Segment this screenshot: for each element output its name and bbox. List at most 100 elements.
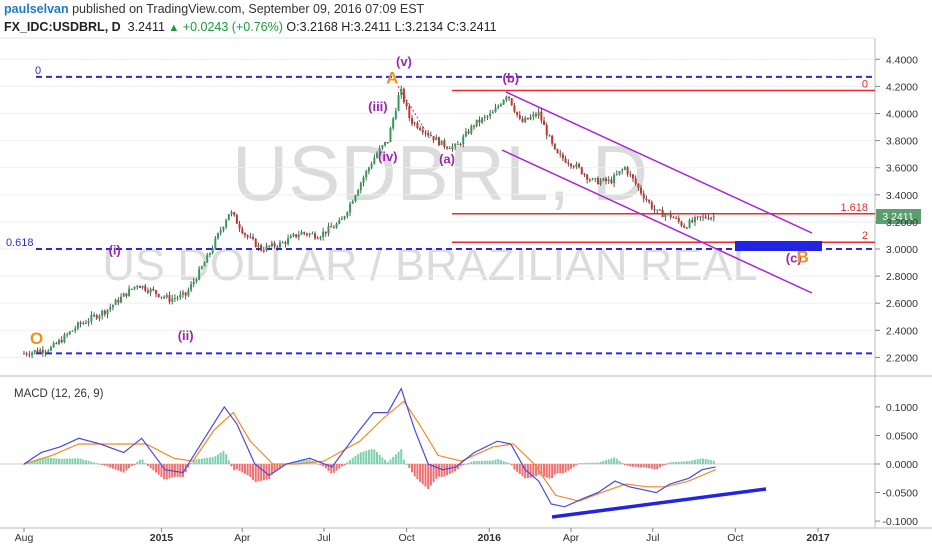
macd-histogram-bar	[130, 464, 133, 467]
candle-body	[432, 136, 435, 141]
candle-body	[693, 217, 696, 223]
macd-title: MACD (12, 26, 9)	[14, 388, 104, 400]
macd-histogram-bar	[534, 464, 537, 477]
macd-histogram-bar	[607, 459, 610, 464]
macd-histogram-bar	[68, 458, 71, 464]
macd-histogram-bar	[454, 464, 457, 472]
candle-body	[602, 178, 605, 181]
wave-labels[interactable]: (i) (ii) (iii) (iv) (v) (a) (b) (c) O A B	[30, 54, 809, 348]
candle-body	[446, 146, 449, 149]
candle-body	[181, 292, 184, 295]
candle-body	[610, 179, 613, 184]
macd-histogram-bar	[249, 464, 252, 477]
time-tick-label: Jul	[646, 532, 659, 544]
candle-body	[448, 148, 451, 150]
macd-histogram-bar	[596, 462, 599, 464]
macd-histogram-bar	[658, 464, 661, 468]
candle-body	[281, 242, 284, 244]
candle-body	[241, 228, 244, 234]
candle-body	[362, 177, 365, 183]
candle-body	[540, 111, 543, 121]
level-label: 0	[862, 78, 868, 90]
candle-body	[176, 297, 179, 299]
candle-body	[591, 178, 594, 180]
open-label: O:	[286, 20, 300, 34]
candle-body	[254, 238, 257, 248]
macd-divergence-line[interactable]	[551, 487, 767, 519]
watermark-description: US DOLLAR / BRAZILIAN REAL	[102, 239, 757, 290]
candle-body	[618, 171, 621, 175]
macd-axis[interactable]: 0.1000 0.0500 0.0000 -0.0500 -0.1000	[875, 402, 918, 528]
price-channel[interactable]	[501, 91, 813, 294]
macd-histogram-bar	[84, 460, 87, 464]
candle-body	[545, 124, 548, 136]
candle-body	[68, 331, 71, 335]
macd-histogram-bar	[610, 458, 613, 464]
macd-lines[interactable]	[23, 387, 716, 508]
level-label: 1.618	[840, 202, 868, 214]
candle-body	[575, 163, 578, 168]
candle-body	[658, 209, 661, 211]
macd-histogram-bar	[243, 464, 246, 474]
time-tick-label: Apr	[563, 532, 580, 544]
fib-level-label: 0	[35, 65, 41, 77]
candle-body	[669, 213, 672, 218]
macd-histogram-bar	[138, 459, 141, 464]
macd-histogram-bar	[637, 464, 640, 468]
target-box[interactable]	[735, 241, 822, 251]
macd-histogram-bar	[343, 464, 346, 465]
macd-histogram-bar	[381, 457, 384, 464]
candle-body	[184, 292, 187, 296]
fib-retracement[interactable]: 0 0.618	[6, 65, 875, 355]
symbol-name[interactable]: FX_IDC:USDBRL, D	[4, 20, 121, 34]
candle-body	[349, 203, 352, 213]
candle-body	[518, 114, 521, 119]
channel-lower-line[interactable]	[501, 149, 813, 294]
candle-body	[397, 95, 400, 111]
candle-body	[524, 117, 527, 123]
open-value: 3.2168	[299, 20, 338, 34]
time-axis[interactable]: Aug 2015 Apr Jul Oct 2016 Apr Jul Oct 2017	[15, 528, 830, 544]
candle-body	[502, 100, 505, 105]
candle-body	[163, 296, 166, 298]
macd-histogram-bar	[179, 464, 182, 477]
wave-label: (iv)	[378, 149, 398, 164]
macd-histogram-bar	[241, 464, 244, 473]
macd-histogram-bar	[103, 464, 106, 466]
candles[interactable]	[23, 85, 715, 359]
author-link[interactable]: paulselvan	[4, 2, 69, 16]
candle-body	[631, 174, 634, 179]
candle-body	[346, 212, 349, 217]
macd-histogram-bar	[351, 457, 354, 464]
candle-body	[295, 234, 298, 238]
macd-histogram-bar	[443, 464, 446, 477]
macd-histogram-bar	[227, 460, 230, 464]
candle-body	[133, 286, 136, 289]
macd-histogram-bar	[373, 449, 376, 464]
macd-histogram-bar	[667, 462, 670, 464]
candle-body	[149, 288, 152, 293]
macd-histogram-bar	[297, 461, 300, 464]
macd-histogram-bar	[510, 464, 513, 466]
candle-body	[63, 334, 66, 343]
macd-histogram-bar	[31, 461, 34, 464]
candle-body	[648, 200, 651, 203]
channel-upper-line[interactable]	[505, 91, 813, 234]
candle-body	[653, 208, 656, 211]
candle-body	[117, 299, 120, 303]
macd-histogram-bar	[176, 464, 179, 477]
candle-body	[114, 299, 117, 305]
macd-histogram-bar	[543, 464, 546, 477]
candle-body	[607, 179, 610, 182]
candle-body	[456, 143, 459, 145]
candle-body	[710, 217, 713, 220]
macd-histogram-bar	[211, 457, 214, 464]
macd-histogram-bar	[394, 454, 397, 464]
price-axis[interactable]: 4.4000 4.2000 4.0000 3.8000 3.6000 3.4000 3.20…	[875, 54, 918, 364]
candle-body	[359, 182, 362, 191]
macd-histogram-bar	[217, 454, 220, 464]
candle-body	[222, 227, 225, 231]
macd-histogram-bar	[440, 464, 443, 478]
macd-histogram-bar	[664, 464, 667, 465]
